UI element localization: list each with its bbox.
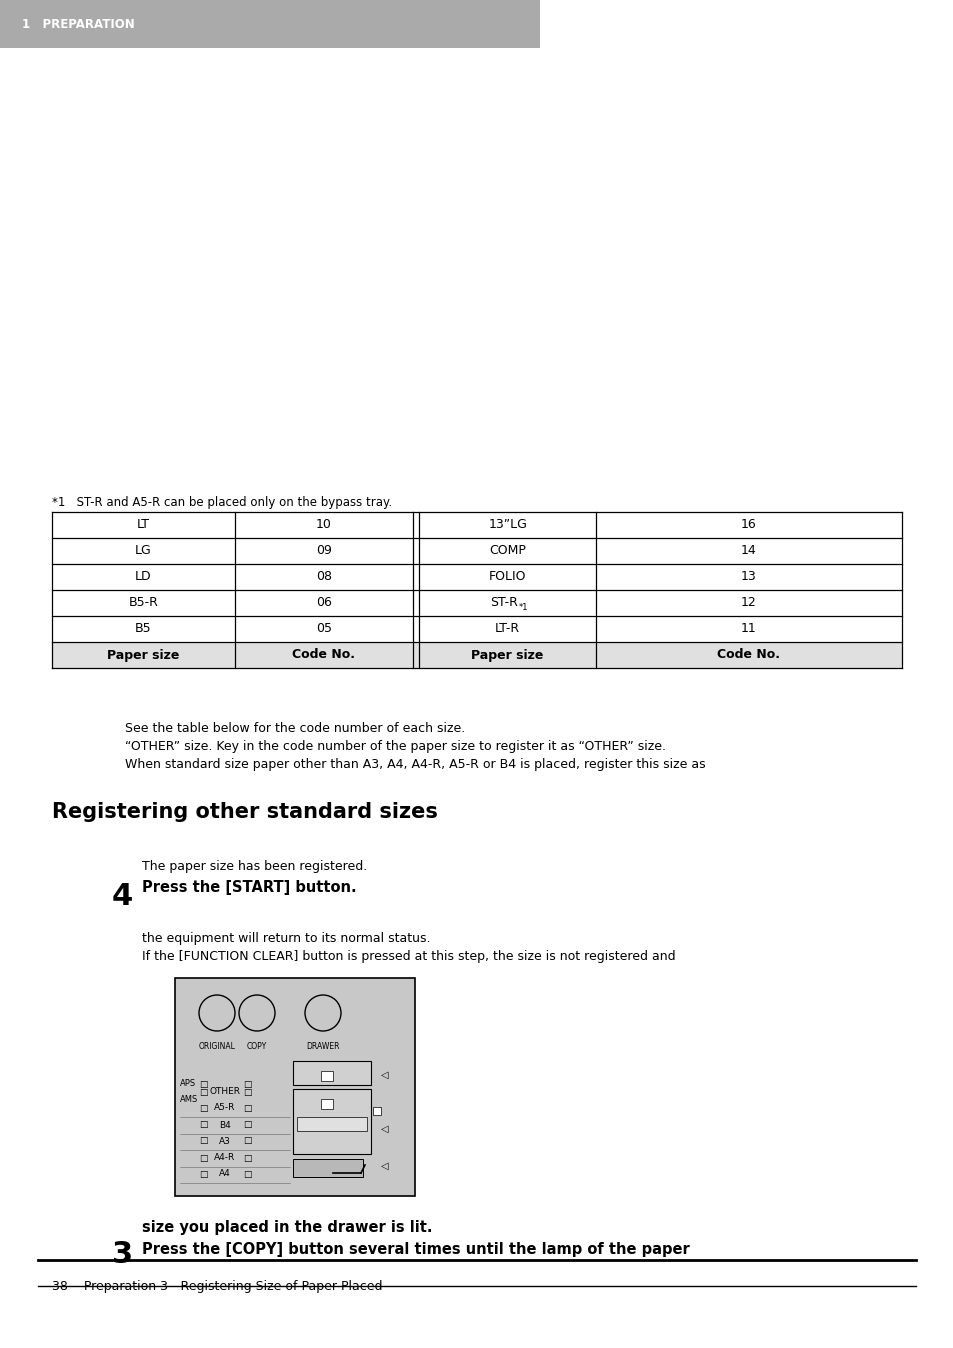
Text: AMS: AMS [180,1096,198,1104]
Text: size you placed in the drawer is lit.: size you placed in the drawer is lit. [142,1220,432,1235]
Text: Registering other standard sizes: Registering other standard sizes [52,802,437,822]
Text: B5-R: B5-R [129,597,158,609]
Text: Code No.: Code No. [293,648,355,662]
FancyBboxPatch shape [296,1117,367,1131]
Text: *1: *1 [517,604,527,612]
Text: 11: 11 [740,623,756,635]
Text: “OTHER” size. Key in the code number of the paper size to register it as “OTHER”: “OTHER” size. Key in the code number of … [125,740,665,754]
Text: When standard size paper other than A3, A4, A4-R, A5-R or B4 is placed, register: When standard size paper other than A3, … [125,758,705,771]
Text: 08: 08 [315,570,332,584]
Text: □: □ [198,1154,207,1162]
Text: □: □ [242,1120,251,1130]
Text: 09: 09 [315,545,332,558]
FancyBboxPatch shape [52,642,901,669]
Text: ◁: ◁ [381,1161,388,1171]
Text: □: □ [242,1136,251,1146]
Text: Code No.: Code No. [717,648,780,662]
Text: 06: 06 [315,597,332,609]
Text: Paper size: Paper size [107,648,179,662]
Text: □: □ [198,1080,207,1088]
Text: □: □ [198,1136,207,1146]
Text: 16: 16 [740,519,756,531]
Text: FOLIO: FOLIO [488,570,526,584]
FancyBboxPatch shape [373,1107,380,1115]
Text: □: □ [242,1154,251,1162]
Text: A4-R: A4-R [214,1154,235,1162]
Text: B5: B5 [135,623,152,635]
FancyBboxPatch shape [0,0,539,49]
Text: □: □ [242,1104,251,1112]
Text: 3: 3 [112,1240,133,1268]
Text: 05: 05 [315,623,332,635]
Text: 14: 14 [740,545,756,558]
FancyBboxPatch shape [293,1061,371,1085]
FancyBboxPatch shape [174,979,415,1196]
Text: COPY: COPY [247,1042,267,1051]
Text: □: □ [198,1170,207,1178]
Text: ST-R: ST-R [489,597,517,609]
Text: Press the [COPY] button several times until the lamp of the paper: Press the [COPY] button several times un… [142,1242,689,1256]
Text: See the table below for the code number of each size.: See the table below for the code number … [125,723,465,735]
Text: □: □ [242,1170,251,1178]
Text: Paper size: Paper size [471,648,543,662]
Text: APS: APS [180,1080,196,1088]
Text: □: □ [198,1088,207,1096]
Text: 1   PREPARATION: 1 PREPARATION [22,18,134,31]
Text: ◁: ◁ [381,1124,388,1134]
Text: COMP: COMP [489,545,525,558]
Text: 10: 10 [315,519,332,531]
Text: 13”LG: 13”LG [488,519,526,531]
Text: LT: LT [136,519,150,531]
Text: 38    Preparation 3 - Registering Size of Paper Placed: 38 Preparation 3 - Registering Size of P… [52,1281,382,1293]
Text: 13: 13 [740,570,756,584]
Text: Press the [START] button.: Press the [START] button. [142,880,356,895]
Text: □: □ [198,1104,207,1112]
Text: LT-R: LT-R [495,623,519,635]
Text: OTHER: OTHER [210,1088,240,1096]
FancyBboxPatch shape [293,1089,371,1154]
Text: 4: 4 [112,882,133,911]
Text: A4: A4 [219,1170,231,1178]
Text: B4: B4 [219,1120,231,1130]
Text: The paper size has been registered.: The paper size has been registered. [142,860,367,874]
Text: the equipment will return to its normal status.: the equipment will return to its normal … [142,931,430,945]
FancyBboxPatch shape [320,1099,333,1109]
Text: ◁: ◁ [381,1070,388,1080]
Text: If the [FUNCTION CLEAR] button is pressed at this step, the size is not register: If the [FUNCTION CLEAR] button is presse… [142,950,675,962]
Text: □: □ [242,1088,251,1096]
Text: LD: LD [135,570,152,584]
Text: 12: 12 [740,597,756,609]
Text: *1   ST-R and A5-R can be placed only on the bypass tray.: *1 ST-R and A5-R can be placed only on t… [52,496,392,510]
Text: DRAWER: DRAWER [306,1042,339,1051]
Text: □: □ [198,1120,207,1130]
Text: A3: A3 [219,1136,231,1146]
Text: LG: LG [135,545,152,558]
Text: ORIGINAL: ORIGINAL [198,1042,235,1051]
FancyBboxPatch shape [320,1072,333,1081]
Text: A5-R: A5-R [214,1104,235,1112]
FancyBboxPatch shape [293,1159,363,1177]
Text: □: □ [242,1080,251,1088]
